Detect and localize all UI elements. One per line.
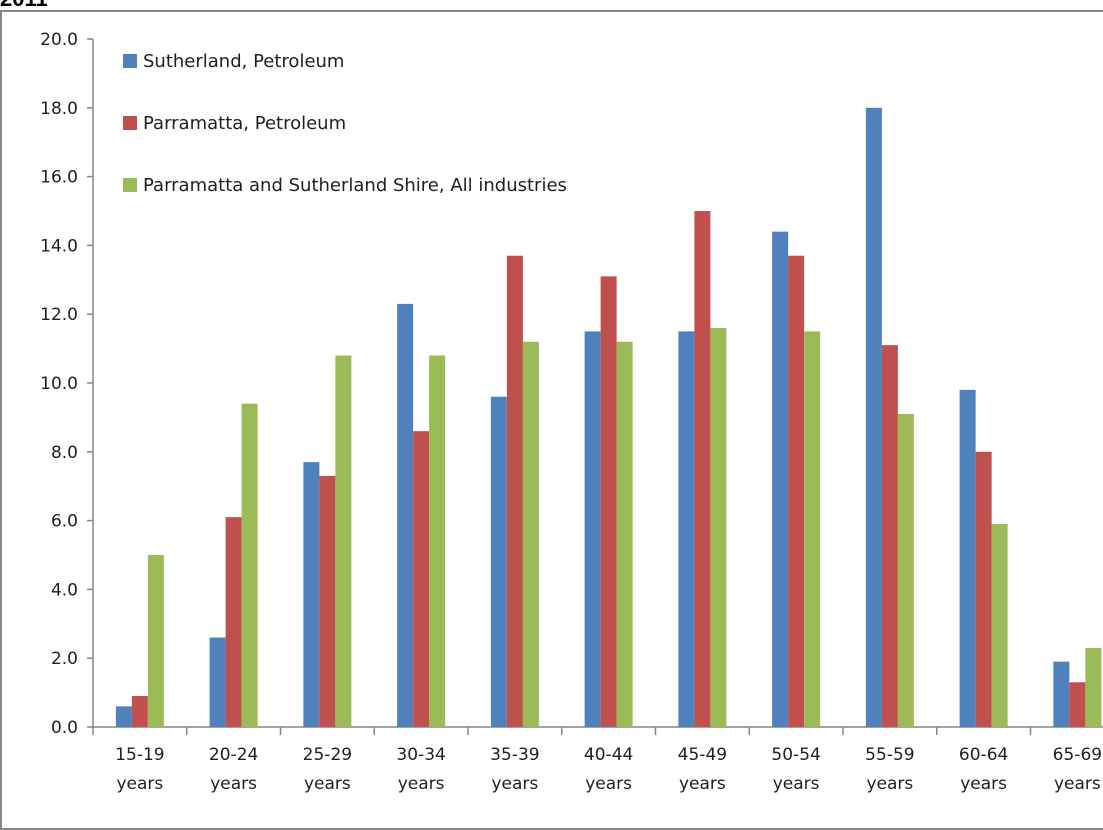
x-category-label: 50-54 [771,745,820,765]
bar-3 [147,555,164,727]
bar-1 [1053,661,1070,727]
x-category-label: 35-39 [490,745,539,765]
y-tick-label: 14.0 [40,236,78,256]
legend-label: Sutherland, Petroleum [143,51,344,72]
bar-3 [429,355,446,727]
x-category-label: 60-64 [959,745,1008,765]
x-category-label: years [585,774,632,794]
chart-frame [0,10,1103,830]
bar-chart: 0.0 2.0 4.0 6.0 8.0 10.0 12.0 14.0 16.0 18.0 20.0 1… [40,30,1103,794]
bar-1 [959,389,976,727]
y-tick-label: 20.0 [40,30,78,50]
x-category-label: years [1054,774,1101,794]
x-category-label: 55-59 [865,745,914,765]
bar-2 [881,345,898,727]
y-tick-label: 2.0 [51,649,78,669]
bar-2 [413,431,430,727]
bar-2 [225,517,242,727]
legend-swatch [123,178,137,192]
x-category-label: years [398,774,445,794]
bar-3 [241,403,258,727]
bar-1 [209,637,226,727]
bar-3 [804,331,821,727]
y-tick-label: 4.0 [51,580,78,600]
x-category-label: 30-34 [396,745,445,765]
y-tick-label: 12.0 [40,305,78,325]
y-tick-label: 6.0 [51,512,78,532]
x-category-label: 25-29 [303,745,352,765]
x-category-label: years [679,774,726,794]
y-tick-label: 18.0 [40,99,78,119]
legend-label: Parramatta and Sutherland Shire, All ind… [143,175,567,196]
x-category-label: years [210,774,257,794]
bar-2 [131,696,148,727]
y-tick-label: 0.0 [51,718,78,738]
x-category-label: 65-69 [1053,745,1102,765]
legend-swatch [123,54,137,68]
bar-1 [865,107,882,728]
bar-3 [335,355,352,727]
legend-swatch [123,116,137,130]
bar-3 [710,327,727,727]
bar-2 [506,255,523,727]
x-category-label: years [304,774,351,794]
y-tick-label: 8.0 [51,443,78,463]
bar-3 [522,341,539,727]
bar-2 [975,451,992,727]
y-tick-label: 16.0 [40,168,78,188]
bar-1 [584,331,601,727]
chart-title: 2011 [0,0,48,12]
x-category-label: years [491,774,538,794]
x-category-label: years [960,774,1007,794]
bar-1 [115,706,132,727]
bar-2 [788,255,805,727]
legend-label: Parramatta, Petroleum [143,113,346,134]
bar-1 [678,331,695,727]
x-category-label: 40-44 [584,745,633,765]
bar-1 [397,303,414,727]
x-category-label: years [773,774,820,794]
bar-3 [897,413,914,727]
x-category-label: 20-24 [209,745,258,765]
x-category-label: 45-49 [678,745,727,765]
bar-1 [303,462,320,727]
x-category-label: years [866,774,913,794]
bar-3 [991,524,1008,727]
y-tick-label: 10.0 [40,374,78,394]
bar-3 [1085,647,1102,727]
bar-2 [319,475,336,727]
bar-2 [600,276,617,727]
x-category-label: 15-19 [115,745,164,765]
bar-1 [772,231,789,727]
bar-3 [616,341,633,727]
bar-2 [694,211,711,727]
bar-2 [1069,682,1086,727]
x-category-label: years [116,774,163,794]
bar-1 [490,396,507,727]
